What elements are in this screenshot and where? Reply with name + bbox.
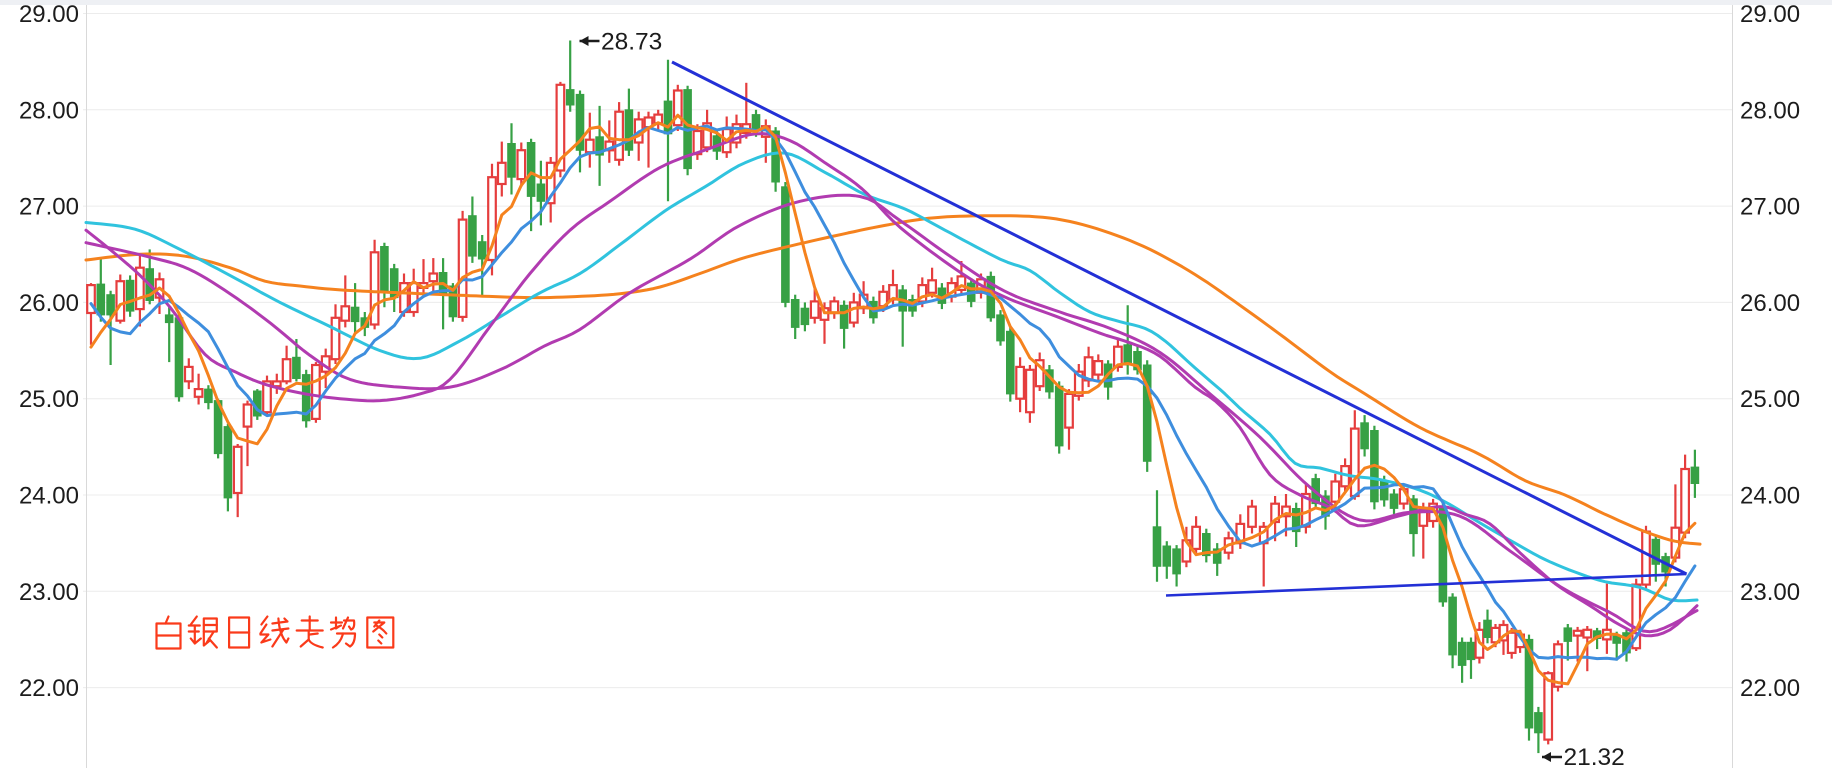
svg-text:25.00: 25.00: [1740, 386, 1800, 413]
svg-text:28.00: 28.00: [19, 97, 79, 124]
svg-text:21.32: 21.32: [1564, 744, 1625, 768]
svg-text:28.73: 28.73: [601, 29, 662, 56]
svg-text:26.00: 26.00: [1740, 290, 1800, 317]
svg-text:27.00: 27.00: [19, 194, 79, 221]
svg-text:23.00: 23.00: [19, 579, 79, 606]
svg-text:26.00: 26.00: [19, 290, 79, 317]
svg-text:25.00: 25.00: [19, 386, 79, 413]
svg-text:23.00: 23.00: [1740, 579, 1800, 606]
svg-text:28.00: 28.00: [1740, 97, 1800, 124]
svg-text:24.00: 24.00: [1740, 483, 1800, 510]
svg-text:29.00: 29.00: [1740, 1, 1800, 28]
svg-text:24.00: 24.00: [19, 483, 79, 510]
svg-text:27.00: 27.00: [1740, 194, 1800, 221]
svg-text:22.00: 22.00: [1740, 675, 1800, 702]
svg-text:29.00: 29.00: [19, 1, 79, 28]
svg-text:22.00: 22.00: [19, 675, 79, 702]
